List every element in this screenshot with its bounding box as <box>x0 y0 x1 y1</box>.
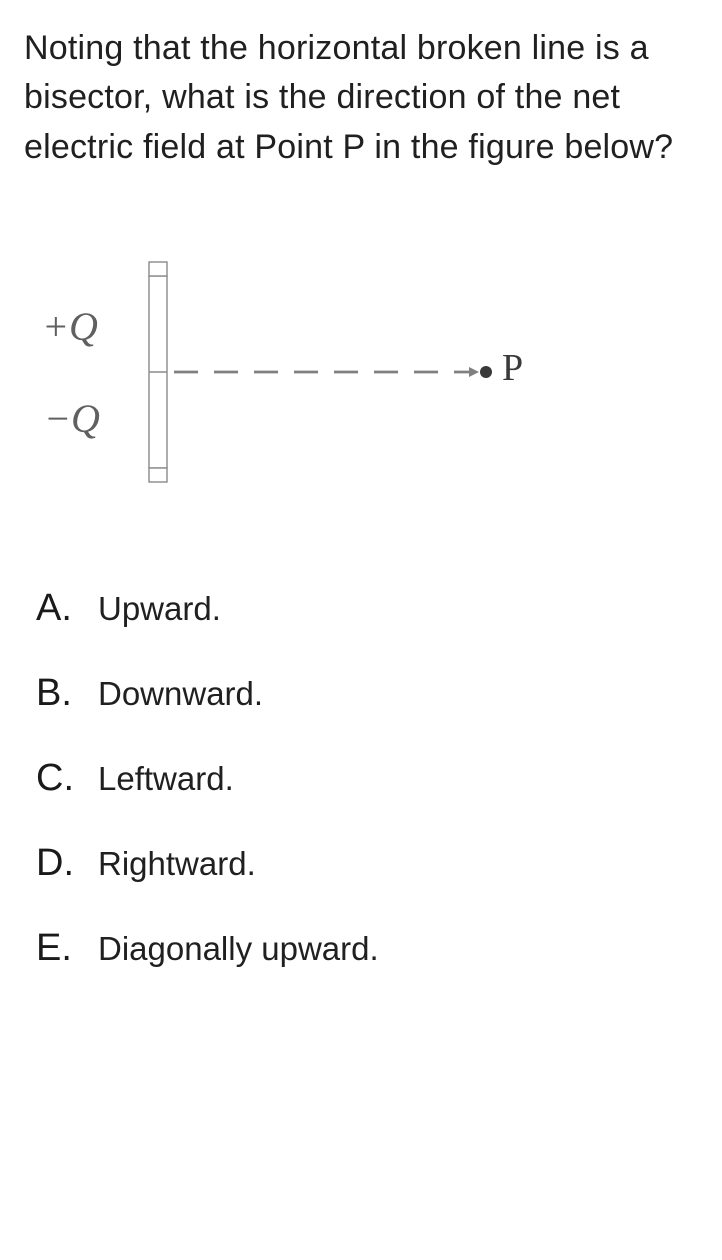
option-c[interactable]: C. Leftward. <box>36 757 702 800</box>
svg-text:+Q: +Q <box>42 304 98 349</box>
svg-text:P: P <box>502 347 523 389</box>
physics-figure: +Q −Q P <box>24 232 702 517</box>
svg-text:−Q: −Q <box>44 396 100 441</box>
option-text: Rightward. <box>98 845 256 883</box>
question-text: Noting that the horizontal broken line i… <box>24 24 702 172</box>
option-letter: B. <box>36 672 80 715</box>
option-letter: E. <box>36 927 80 970</box>
figure-svg: +Q −Q P <box>24 232 544 512</box>
answer-options: A. Upward. B. Downward. C. Leftward. D. … <box>24 587 702 970</box>
option-b[interactable]: B. Downward. <box>36 672 702 715</box>
option-a[interactable]: A. Upward. <box>36 587 702 630</box>
option-letter: C. <box>36 757 80 800</box>
option-text: Diagonally upward. <box>98 930 379 968</box>
option-d[interactable]: D. Rightward. <box>36 842 702 885</box>
option-letter: D. <box>36 842 80 885</box>
option-text: Leftward. <box>98 760 234 798</box>
option-text: Downward. <box>98 675 263 713</box>
option-text: Upward. <box>98 590 221 628</box>
page-root: Noting that the horizontal broken line i… <box>0 0 722 1010</box>
option-e[interactable]: E. Diagonally upward. <box>36 927 702 970</box>
option-letter: A. <box>36 587 80 630</box>
